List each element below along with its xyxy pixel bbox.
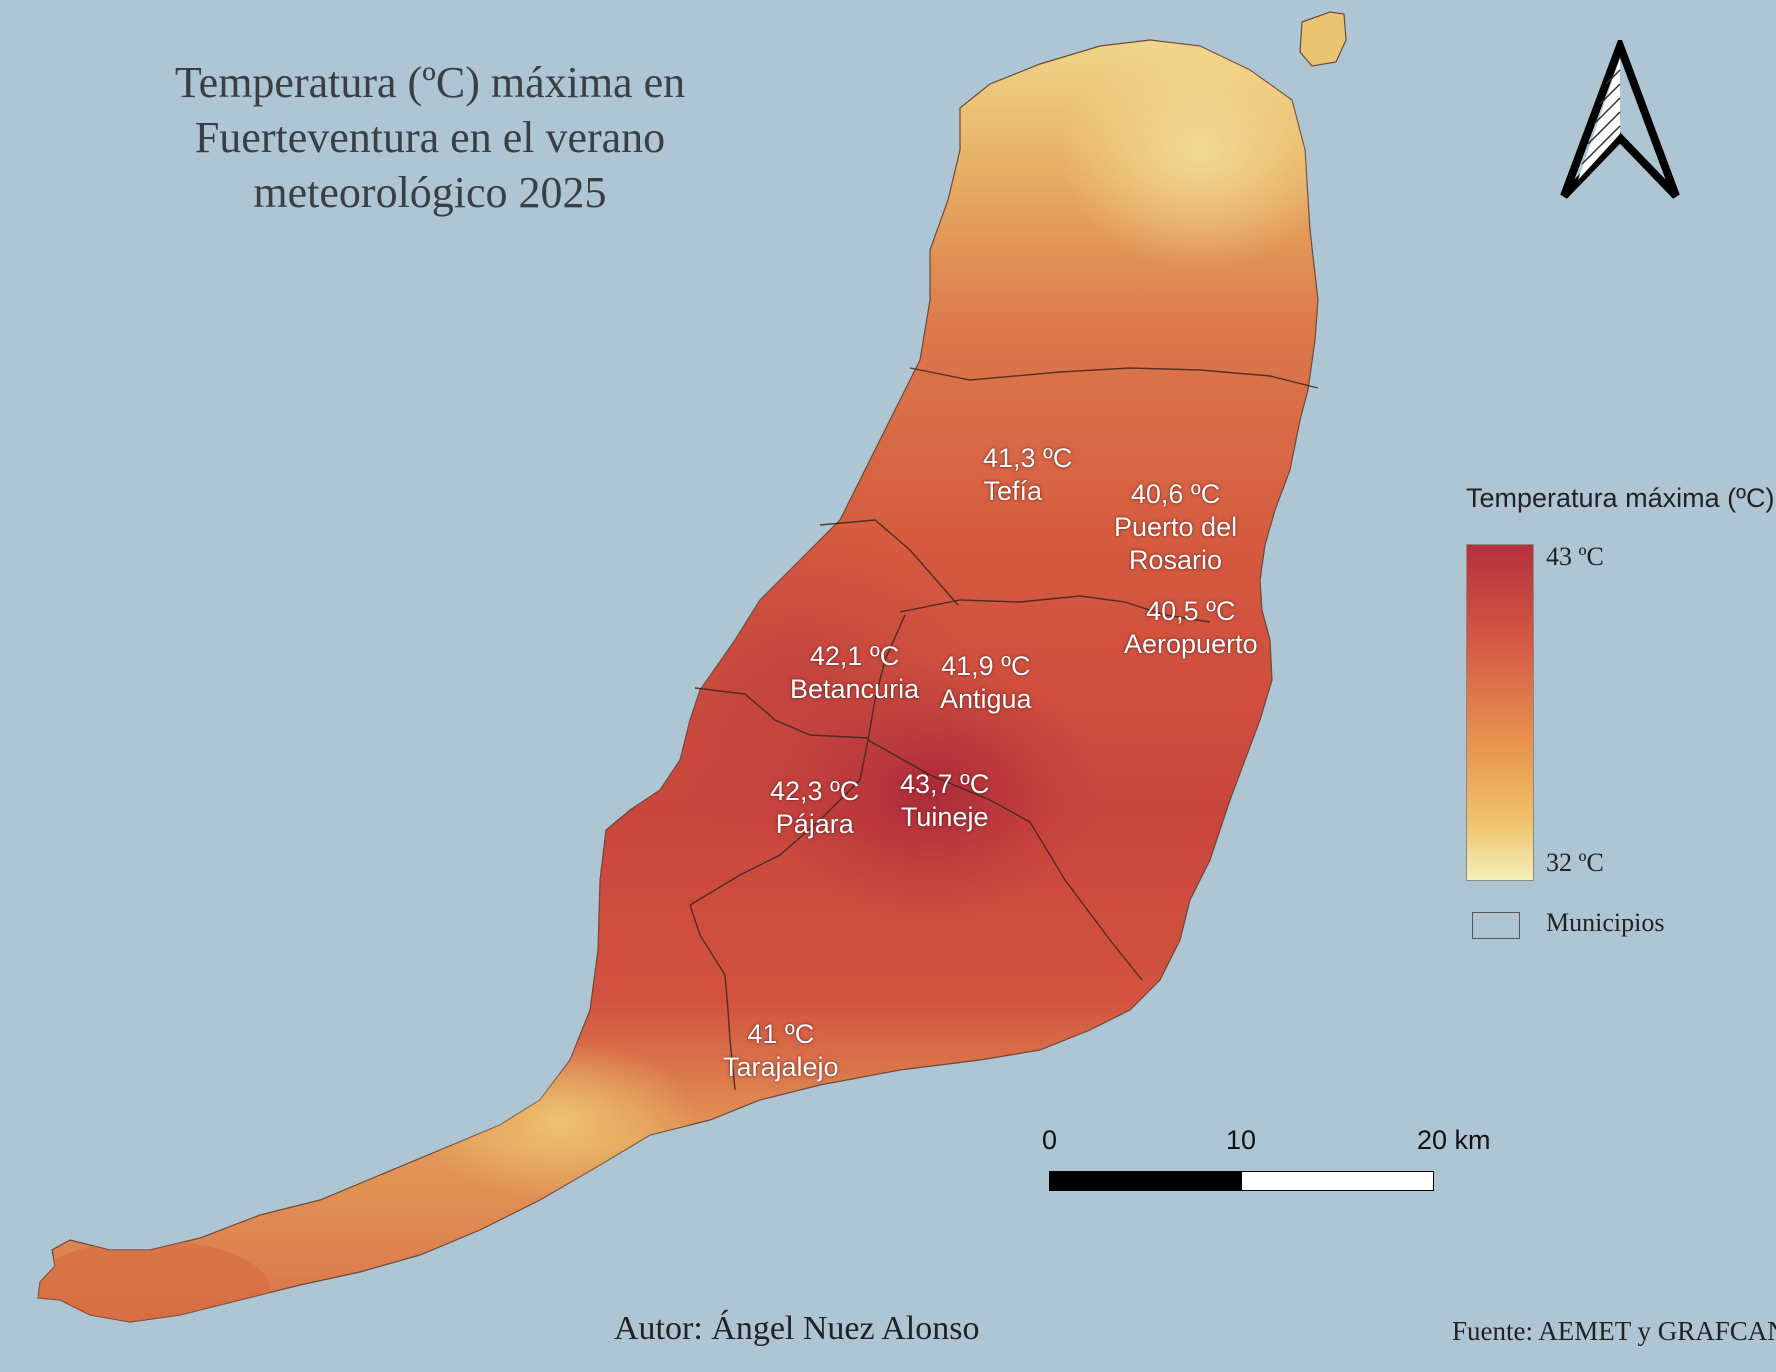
scale-bar-segment-light	[1241, 1171, 1434, 1191]
station-name: Tarajalejo	[723, 1052, 839, 1082]
station-value: 42,1 ºC	[809, 641, 900, 671]
station-label-pajara: 42,3 ºC Pájara	[770, 775, 859, 841]
municipality-boundaries	[689, 367, 1319, 1091]
station-value: 41 ºC	[747, 1019, 815, 1049]
station-label-betancuria: 42,1 ºC Betancuria	[790, 640, 919, 706]
legend-municipality-label: Municipios	[1546, 908, 1665, 937]
station-label-tuineje: 43,7 ºC Tuineje	[900, 768, 989, 834]
legend-min-label: 32 ºC	[1546, 848, 1604, 877]
station-value: 40,5 ºC	[1146, 596, 1236, 626]
station-label-antigua: 41,9 ºC Antigua	[940, 650, 1032, 716]
map-title-line1: Temperatura (ºC) máxima en	[174, 58, 686, 107]
station-label-puerto-del-rosario: 40,6 ºC Puerto del Rosario	[1114, 478, 1237, 577]
station-value: 41,9 ºC	[941, 651, 1031, 681]
station-name: Pájara	[775, 809, 854, 839]
legend-title: Temperatura máxima (ºC)	[1466, 483, 1775, 513]
station-name: Aeropuerto	[1124, 629, 1258, 659]
north-arrow-icon	[1560, 40, 1680, 199]
legend-max-label: 43 ºC	[1546, 542, 1604, 571]
map-title-line3: meteorológico 2025	[253, 168, 607, 217]
station-name: Betancuria	[790, 674, 920, 704]
scale-bar-segment-dark	[1049, 1171, 1242, 1191]
map-title-line2: Fuerteventura en el verano	[194, 113, 666, 162]
station-label-tefia: 41,3 ºC Tefía	[983, 442, 1072, 508]
legend-municipality-swatch	[1472, 912, 1520, 939]
source-credit: Fuente: AEMET y GRAFCAN	[1452, 1316, 1776, 1346]
station-value: 42,3 ºC	[770, 776, 860, 806]
author-credit: Autor: Ángel Nuez Alonso	[614, 1310, 980, 1347]
legend-color-ramp	[1466, 544, 1534, 881]
station-name: Antigua	[940, 684, 1032, 714]
station-name: Tuineje	[900, 802, 989, 832]
station-name-line2: Rosario	[1129, 545, 1223, 575]
scale-label-0: 0	[1042, 1125, 1058, 1155]
map-title: Temperatura (ºC) máxima en Fuerteventura…	[100, 55, 760, 220]
scale-label-10: 10	[1226, 1125, 1257, 1155]
station-label-aeropuerto: 40,5 ºC Aeropuerto	[1124, 595, 1258, 661]
lobos-islet	[1299, 11, 1347, 67]
station-name: Puerto del	[1114, 512, 1238, 542]
station-value: 41,3 ºC	[983, 443, 1073, 473]
fuerteventura-island	[37, 39, 1319, 1323]
station-value: 43,7 ºC	[900, 769, 990, 799]
station-value: 40,6 ºC	[1130, 479, 1221, 509]
station-label-tarajalejo: 41 ºC Tarajalejo	[723, 1018, 839, 1084]
scale-label-20km: 20 km	[1417, 1125, 1491, 1155]
station-name: Tefía	[983, 476, 1042, 506]
